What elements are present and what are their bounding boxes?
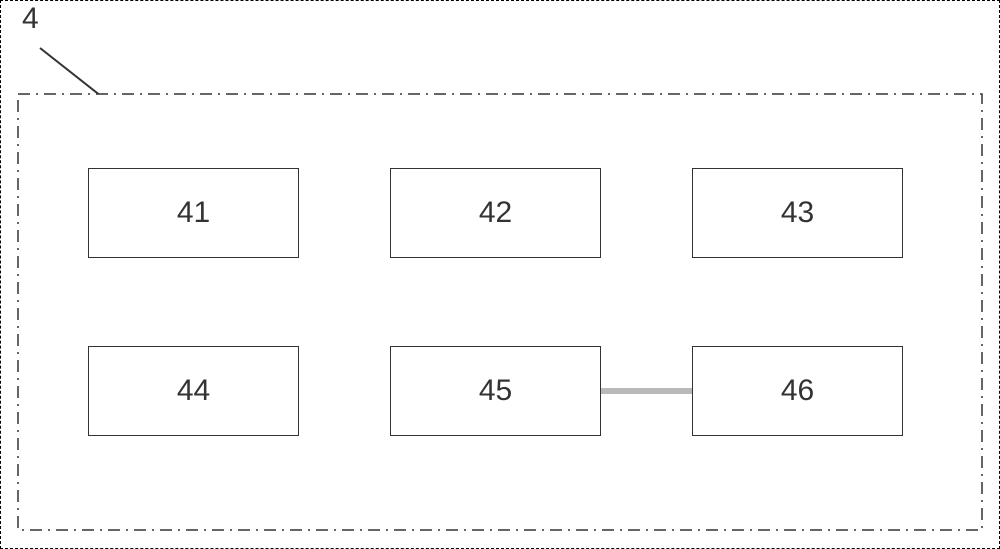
node-41: 41	[88, 168, 299, 258]
node-label: 42	[479, 196, 512, 230]
node-43: 43	[692, 168, 903, 258]
node-label: 46	[781, 374, 814, 408]
node-label: 41	[177, 196, 210, 230]
node-46: 46	[692, 346, 903, 436]
diagram-canvas: 4 414243444546	[0, 0, 1000, 549]
node-label: 43	[781, 196, 814, 230]
container-box	[0, 0, 1000, 549]
node-44: 44	[88, 346, 299, 436]
node-42: 42	[390, 168, 601, 258]
node-45: 45	[390, 346, 601, 436]
node-label: 44	[177, 374, 210, 408]
edge-45-46	[601, 388, 692, 394]
node-label: 45	[479, 374, 512, 408]
